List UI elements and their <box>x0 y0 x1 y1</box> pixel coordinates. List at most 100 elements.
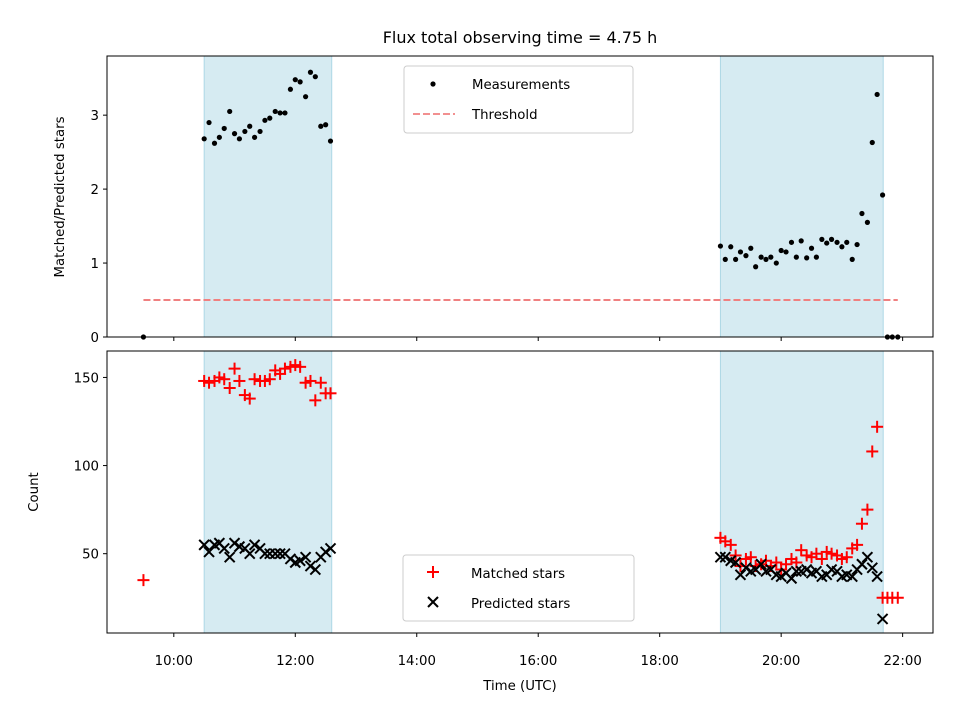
matched-star-point <box>137 574 150 587</box>
measurement-point <box>748 245 754 251</box>
bottom-shaded-spans <box>203 350 884 634</box>
matched-star-point <box>770 556 783 569</box>
measurement-point <box>879 192 886 198</box>
matched-star-point <box>218 373 231 386</box>
predicted-star-point <box>294 555 306 567</box>
predicted-star-point <box>866 562 878 574</box>
bottom-y-axis-label: Count <box>27 472 42 512</box>
measurement-point <box>728 244 734 250</box>
legend-predicted-label: Predicted stars <box>471 597 570 612</box>
bottom-x-ticks: 10:00 12:00 14:00 16:00 18:00 20:00 22:00 <box>155 633 922 669</box>
predicted-star-point <box>871 570 883 583</box>
matched-star-point <box>866 445 879 458</box>
measurement-point <box>231 131 238 137</box>
matched-star-point <box>825 547 838 560</box>
legend-threshold-label: Threshold <box>471 108 538 123</box>
measurement-point <box>227 108 233 115</box>
x-tick-label: 20:00 <box>762 654 800 669</box>
measurement-point <box>236 136 243 142</box>
measurement-point <box>327 138 334 144</box>
measurement-point <box>834 239 840 245</box>
matched-star-point <box>815 552 828 565</box>
matched-star-point <box>228 362 241 375</box>
measurement-point <box>297 79 303 85</box>
top-axes-frame <box>106 55 934 338</box>
predicted-star-point <box>729 556 742 569</box>
top-y-tick-label: 3 <box>91 109 99 124</box>
measurement-point <box>272 108 278 115</box>
legend-predicted-marker <box>427 596 439 608</box>
measurement-point <box>242 128 248 135</box>
measurement-point <box>824 240 830 246</box>
measurement-point <box>292 77 298 83</box>
predicted-star-point <box>274 547 286 560</box>
measurement-point <box>287 86 294 92</box>
measurement-point <box>216 134 222 140</box>
predicted-star-point <box>714 551 727 563</box>
matched-star-point <box>871 420 884 433</box>
measurement-point <box>743 253 749 259</box>
matched-star-point <box>851 538 864 551</box>
matched-star-point <box>810 547 823 560</box>
measurement-point <box>869 139 875 146</box>
top-series-marks <box>140 69 901 340</box>
x-tick-label: 22:00 <box>883 654 921 669</box>
matched-star-point <box>324 387 337 400</box>
measurement-point <box>778 247 784 254</box>
predicted-star-point <box>299 551 312 563</box>
measurement-point <box>717 243 724 249</box>
predicted-star-point <box>755 558 767 570</box>
legend-measurements-label: Measurements <box>472 78 570 93</box>
predicted-star-point <box>259 547 271 560</box>
predicted-star-point <box>790 565 803 578</box>
bottom-shaded-span <box>203 350 333 634</box>
predicted-star-point <box>734 569 747 581</box>
bottom-x-axis-label: Time (UTC) <box>482 679 557 694</box>
measurement-point <box>257 128 263 135</box>
measurement-point <box>844 239 850 245</box>
bottom-panel: 50 100 150 10:00 12:00 14:00 16:00 18:00 20:00 2… <box>27 350 934 694</box>
measurement-point <box>854 241 860 248</box>
predicted-star-point <box>248 539 261 551</box>
measurement-point <box>251 134 258 140</box>
measurement-point <box>733 256 739 262</box>
measurement-point <box>849 256 855 262</box>
measurement-point <box>819 236 825 242</box>
measurement-point <box>753 264 759 270</box>
predicted-star-point <box>324 542 337 555</box>
predicted-star-point <box>218 542 230 555</box>
x-tick-label: 16:00 <box>519 654 557 669</box>
measurement-point <box>206 119 212 126</box>
bottom-shaded-span <box>719 350 884 634</box>
predicted-star-point <box>198 539 210 551</box>
top-x-ticks <box>173 337 904 341</box>
measurement-point <box>262 117 268 123</box>
predicted-star-point <box>309 563 322 576</box>
matched-star-point <box>861 503 874 516</box>
top-legend-box <box>403 65 634 134</box>
measurement-point <box>793 254 799 260</box>
measurement-point <box>808 245 815 251</box>
top-y-tick-label: 0 <box>91 331 99 346</box>
x-tick-label: 14:00 <box>398 654 436 669</box>
measurement-point <box>773 260 779 266</box>
predicted-star-point <box>846 570 858 583</box>
matched-star-point <box>263 373 276 386</box>
predicted-star-point <box>203 546 215 558</box>
matched-star-point <box>304 374 317 387</box>
matched-star-point <box>314 376 327 389</box>
measurement-point <box>798 238 804 244</box>
measurement-point <box>312 74 318 80</box>
measurement-point <box>804 255 810 261</box>
predicted-star-point <box>856 558 868 570</box>
top-shaded-span <box>719 55 884 338</box>
matched-star-point <box>248 373 261 386</box>
top-y-axis-label: Matched/Predicted stars <box>53 116 68 277</box>
measurement-point <box>201 136 207 142</box>
matched-star-point <box>223 382 236 395</box>
predicted-star-point <box>861 551 874 563</box>
bottom-legend: Matched stars Predicted stars <box>402 554 635 622</box>
measurement-point <box>277 110 283 116</box>
matched-star-point <box>744 551 757 564</box>
